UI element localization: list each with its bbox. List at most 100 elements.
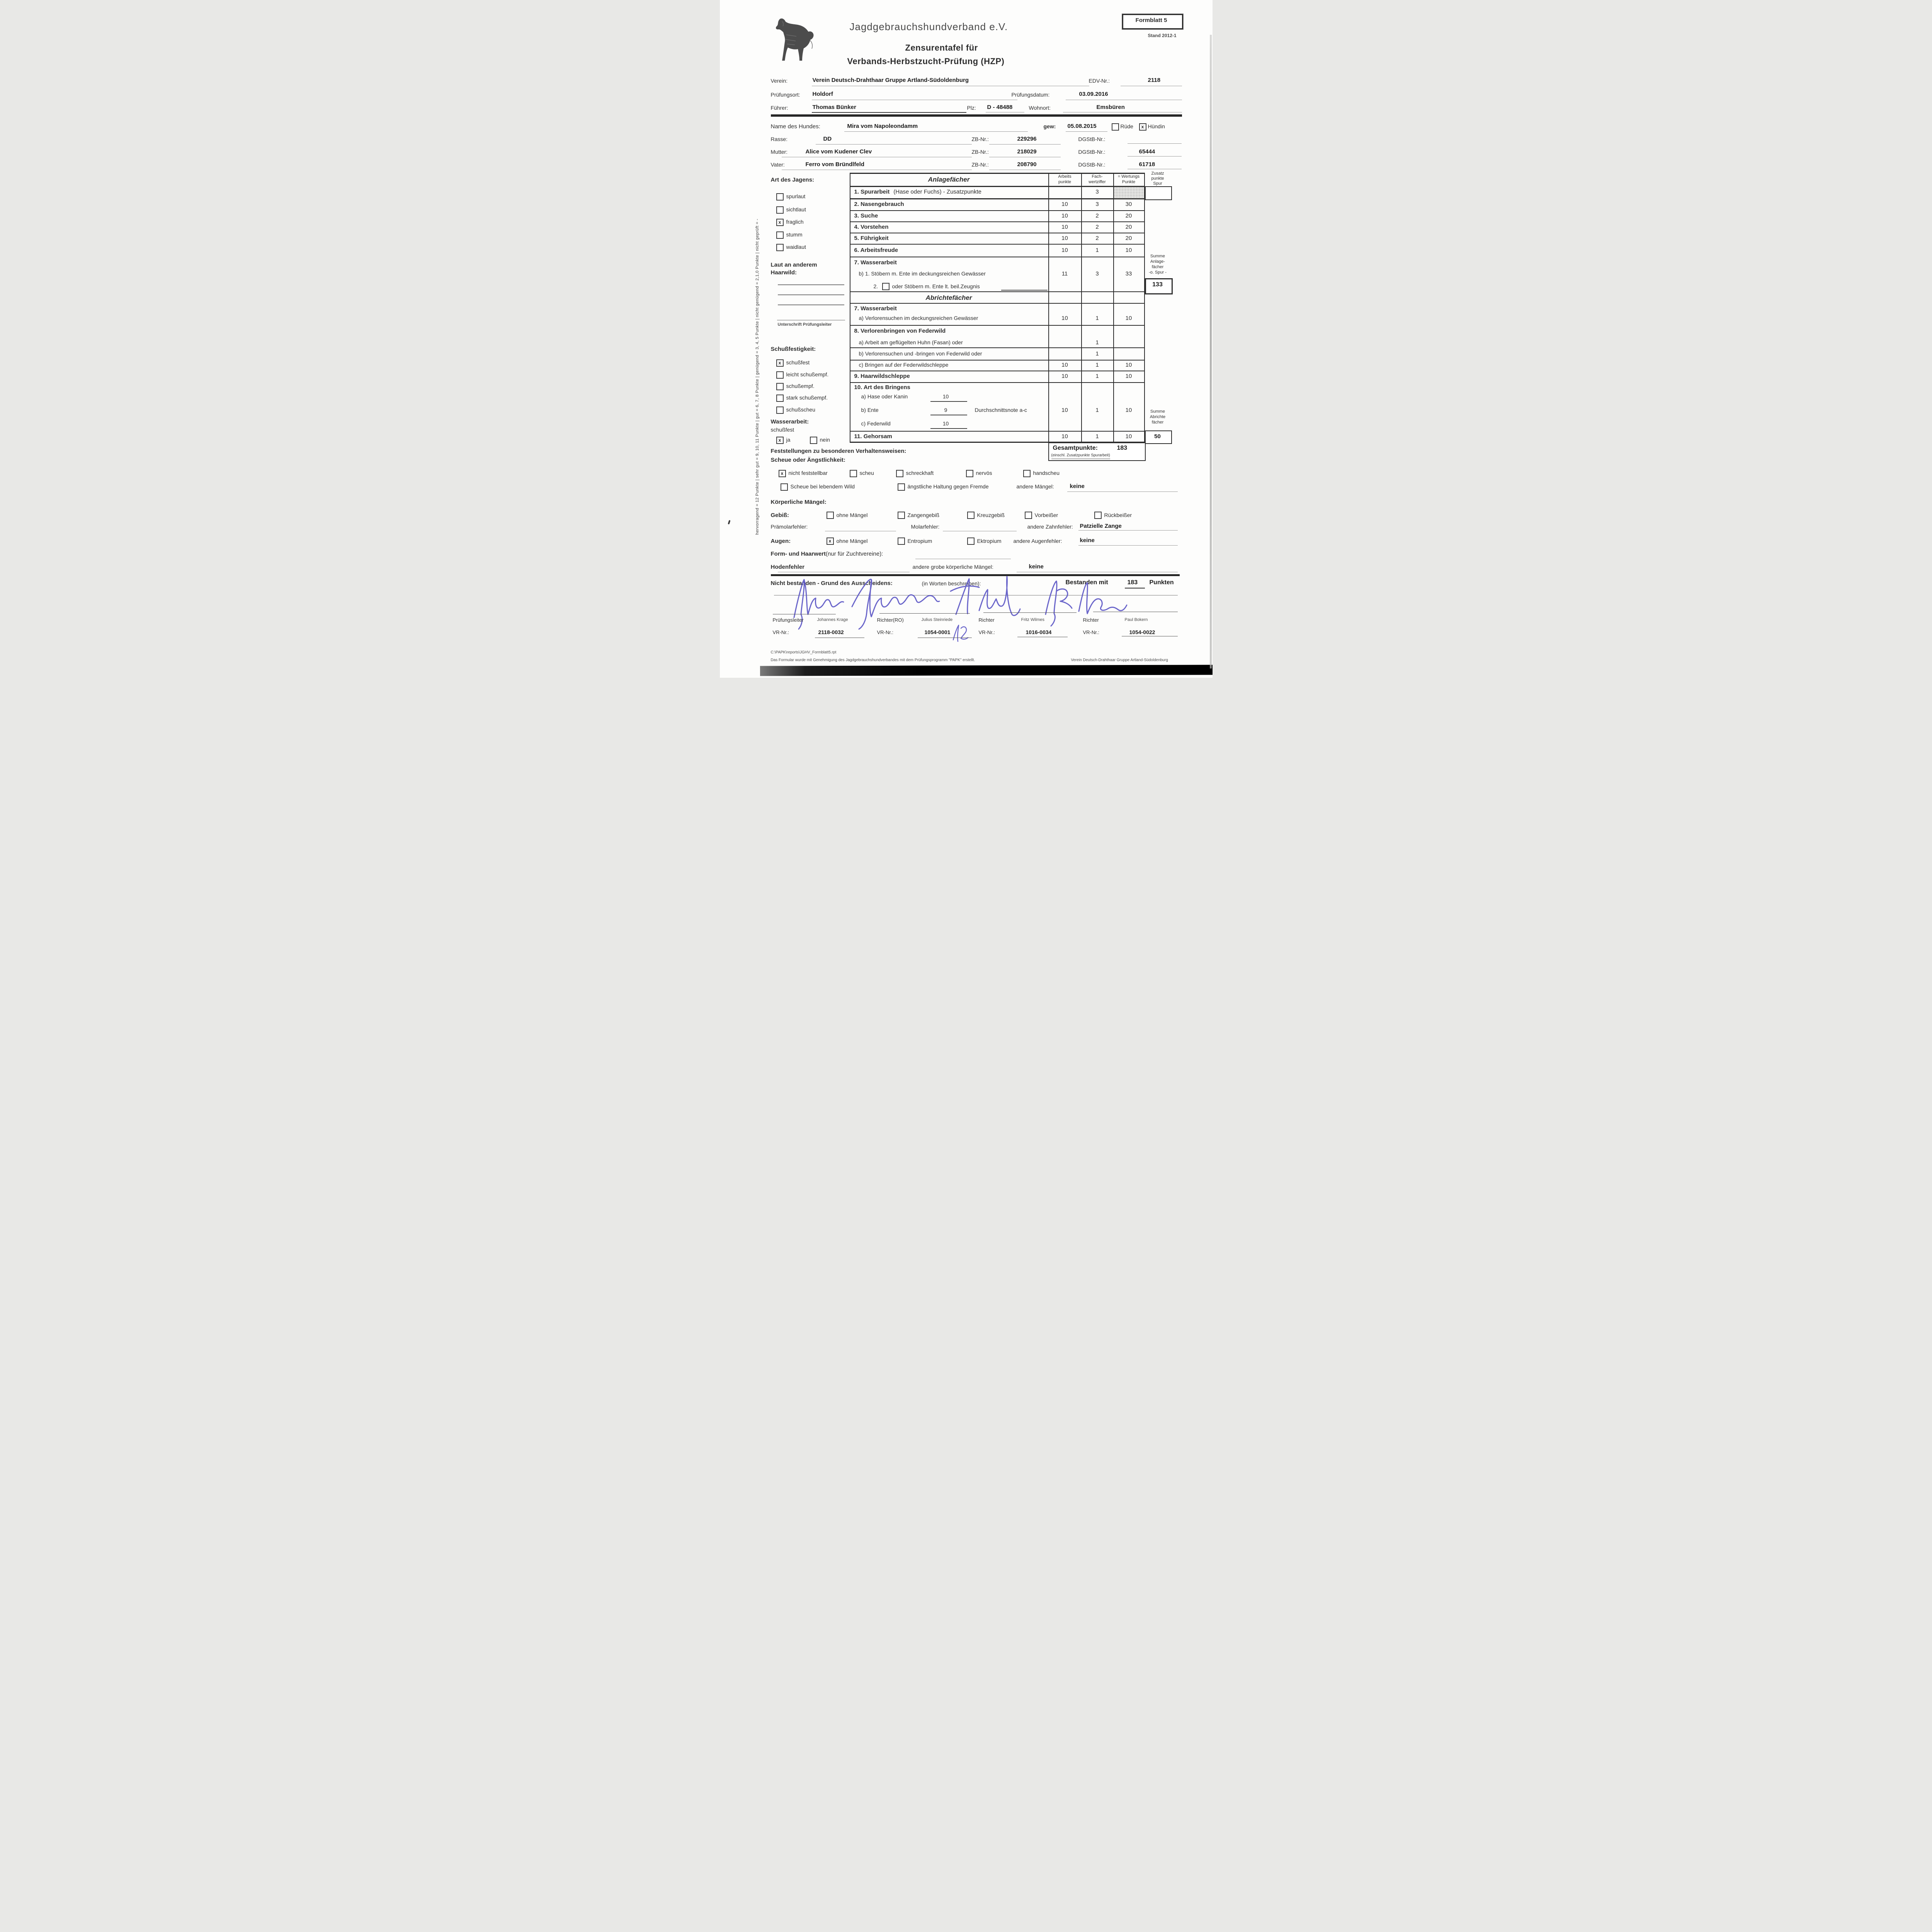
summe-abrichte-text: Abrichte (1150, 415, 1166, 419)
sichtlaut-label: sichtlaut (786, 206, 806, 213)
kreuzgebiss-checkbox (967, 512, 975, 519)
grobe-maengel-label: andere grobe körperliche Mängel: (912, 564, 993, 570)
row-wasserarbeit-title: 7. Wasserarbeit (854, 259, 897, 266)
table-border (849, 325, 1145, 326)
scanned-form-page: Jagdgebrauchshundverband e.V. Zensurenta… (719, 0, 1213, 678)
wasser-sub: schußfest (770, 427, 794, 433)
footer-verein: Verein Deutsch-Drahthaar Gruppe Artland-… (1071, 658, 1168, 662)
r8c-fw: 1 (1095, 362, 1099, 368)
rueckbeisser-checkbox (1094, 512, 1102, 519)
divider (989, 144, 1061, 145)
schussfest-label: schußfest (786, 359, 810, 366)
vr-label-3: VR-Nr.: (978, 629, 995, 635)
fraglich-checkbox: x (776, 219, 784, 226)
grading-scale-note: hervorragend = 12 Punkte | sehr gut = 9,… (755, 218, 760, 535)
row-label: 1. Spurarbeit (854, 189, 890, 195)
r8a-fw: 1 (1095, 339, 1099, 346)
mutter-label: Mutter: (770, 149, 788, 155)
col-zusatz-1: Zusatz (1151, 171, 1164, 176)
r11-wp: 10 (1125, 433, 1132, 440)
sichtlaut-checkbox (776, 206, 784, 214)
verein-label: Verein: (770, 78, 788, 84)
sig-name-1: Johannes Krage (817, 617, 848, 622)
wasser-nein-checkbox (810, 437, 817, 444)
schreckhaft-label: schreckhaft (906, 470, 934, 476)
table-border (1048, 173, 1049, 443)
write-line (930, 401, 967, 402)
row-verlorenbringen-b: b) Verlorensuchen und -bringen von Feder… (859, 350, 982, 357)
row-wasserarbeit-b2-no: 2. (873, 283, 878, 289)
nervoes-label: nervös (976, 470, 992, 476)
augen-label: Augen: (770, 538, 791, 544)
vr-value-1: 2118-0032 (818, 629, 844, 635)
vr-value-4: 1054-0022 (1129, 629, 1155, 635)
scheu-label: scheu (859, 470, 874, 476)
r5-wp: 20 (1125, 235, 1132, 242)
table-border (849, 382, 1145, 383)
formblatt-box (1122, 14, 1183, 29)
vorbeisser-checkbox (1024, 512, 1032, 519)
dog-name-value: Mira vom Napoleondamm (847, 123, 918, 129)
spurlaut-label: spurlaut (786, 193, 806, 199)
shaded-cell (1114, 187, 1144, 198)
schussempf-label: schußempf. (786, 383, 815, 389)
row-suche: 3. Suche (854, 213, 878, 219)
nervoes-checkbox (966, 470, 973, 477)
section-rule (770, 114, 1182, 117)
plz-value: D - 48488 (987, 104, 1013, 111)
row-verlorenbringen-c: c) Bringen auf der Federwildschleppe (859, 362, 949, 368)
form-haarwert-label: Form- und Haarwert(nur für Zuchtvereine)… (771, 551, 883, 557)
r3-wp: 20 (1125, 213, 1132, 219)
row-label-suffix: (Hase oder Fuchs) - Zusatzpunkte (893, 189, 981, 195)
vr-value-2: 1054-0001 (924, 629, 951, 635)
scheue-wild-checkbox (780, 483, 788, 491)
r1-fw: 3 (1095, 189, 1099, 195)
r9-wp: 10 (1125, 373, 1132, 379)
rasse-value: DD (823, 136, 832, 142)
table-border (849, 173, 1145, 174)
entropium-label: Entropium (907, 538, 932, 544)
entropium-checkbox (897, 537, 905, 545)
gesamtpunkte-box (1048, 442, 1146, 461)
waidlaut-checkbox (776, 244, 784, 251)
sig-name-4: Paul Bokern (1124, 617, 1148, 622)
feststellungen-title: Feststellungen zu besonderen Verhaltensw… (770, 448, 906, 454)
stumm-checkbox (776, 231, 784, 239)
wasser-ja-label: ja (786, 437, 791, 443)
durchschnittsnote-label: Durchschnittsnote a-c (975, 407, 1027, 413)
table-border (849, 347, 1145, 348)
schussempf-checkbox (776, 383, 784, 390)
r10-a-label: a) Hase oder Kanin (861, 393, 908, 400)
sig-role-1: Prüfungsleiter (772, 617, 804, 623)
row-fuehrigkeit: 5. Führigkeit (854, 235, 889, 242)
r5-fw: 2 (1095, 235, 1099, 242)
doc-title-line1: Zensurentafel für (905, 43, 978, 53)
summe-anlage-text: -o. Spur - (1149, 270, 1167, 275)
scan-edge-strip (1209, 35, 1212, 668)
col-wp-1: = Wertungs (1117, 174, 1140, 179)
rasse-label: Rasse: (770, 136, 788, 142)
wasser-title: Wasserarbeit: (770, 418, 809, 425)
rueckbeisser-label: Rückbeißer (1104, 512, 1132, 518)
vr-label-4: VR-Nr.: (1083, 629, 1100, 635)
table-border (849, 198, 1145, 199)
vr-label-2: VR-Nr.: (877, 629, 894, 635)
hodenfehler-label: Hodenfehler (770, 564, 805, 570)
stark-schussempf-checkbox (776, 395, 784, 402)
r10-c-label: c) Federwild (861, 420, 891, 427)
r9-ap: 10 (1061, 373, 1068, 379)
table-border (1113, 173, 1114, 443)
r7a-fw: 1 (1095, 315, 1099, 321)
dog-name-label: Name des Hundes: (770, 123, 820, 130)
nicht-feststellbar-label: nicht feststellbar (788, 470, 828, 476)
wohnort-label: Wohnort: (1029, 105, 1051, 111)
stark-schussempf-label: stark schußempf. (786, 395, 828, 401)
summe-abrichte-text: fächer (1151, 420, 1164, 425)
r10-wp: 10 (1125, 407, 1132, 413)
aengstliche-haltung-checkbox (897, 483, 905, 491)
r6-fw: 1 (1095, 247, 1099, 253)
table-border (849, 221, 1145, 222)
vater-value: Ferro vom Bründlfeld (805, 161, 865, 168)
gesamtpunkte-label: Gesamtpunkte: (1053, 445, 1098, 451)
schussfest-checkbox: x (776, 359, 784, 367)
